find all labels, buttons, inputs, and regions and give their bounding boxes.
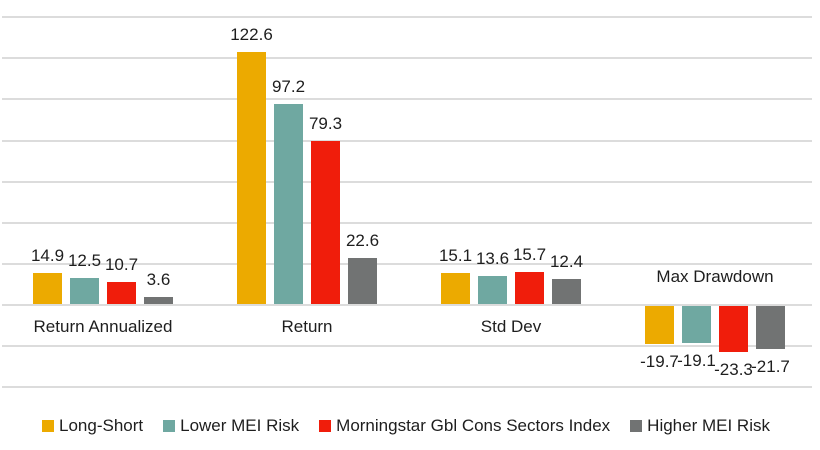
bar[interactable] <box>237 52 266 304</box>
legend-swatch <box>163 420 176 432</box>
gridline <box>2 386 812 388</box>
value-label: 12.4 <box>549 252 584 271</box>
gridline <box>2 57 812 59</box>
gridline <box>2 345 812 347</box>
value-label: 14.9 <box>30 246 65 265</box>
gridline <box>2 16 812 18</box>
bar[interactable] <box>311 141 340 304</box>
bar[interactable] <box>348 258 377 304</box>
value-label: 79.3 <box>308 114 343 133</box>
bar[interactable] <box>107 282 136 304</box>
value-label: 15.7 <box>512 245 547 264</box>
legend-swatch <box>42 420 54 432</box>
gridline <box>2 98 812 100</box>
value-label: -19.1 <box>677 351 716 370</box>
value-label: -19.7 <box>640 352 679 371</box>
legend-item[interactable]: Morningstar Gbl Cons Sectors Index <box>319 416 610 436</box>
legend-swatch <box>630 420 643 432</box>
gridline <box>2 304 812 306</box>
bar[interactable] <box>756 306 785 349</box>
bar[interactable] <box>144 297 173 304</box>
bar[interactable] <box>682 306 711 343</box>
gridline <box>2 222 812 224</box>
bar[interactable] <box>515 272 544 304</box>
category-label: Return <box>281 317 333 336</box>
value-label: -21.7 <box>751 357 790 376</box>
bar[interactable] <box>70 278 99 304</box>
legend: Long-Short Lower MEI Risk Morningstar Gbl … <box>42 416 770 436</box>
gridline <box>2 263 812 265</box>
legend-label: Morningstar Gbl Cons Sectors Index <box>336 416 611 435</box>
value-label: 13.6 <box>475 249 510 268</box>
bar[interactable] <box>33 273 62 304</box>
value-label: 3.6 <box>146 270 171 289</box>
legend-item[interactable]: Long-Short <box>42 416 143 436</box>
value-label: -23.3 <box>714 360 753 379</box>
value-label: 122.6 <box>230 25 273 44</box>
legend-label: Higher MEI Risk <box>647 416 770 435</box>
legend-item[interactable]: Lower MEI Risk <box>163 416 299 436</box>
bar[interactable] <box>719 306 748 352</box>
value-label: 12.5 <box>67 251 102 270</box>
category-label: Std Dev <box>480 317 542 336</box>
bar[interactable] <box>552 279 581 304</box>
legend-item[interactable]: Higher MEI Risk <box>630 416 770 436</box>
bar[interactable] <box>645 306 674 344</box>
bar[interactable] <box>274 104 303 304</box>
value-label: 97.2 <box>271 77 306 96</box>
gridline <box>2 181 812 183</box>
value-label: 22.6 <box>345 231 380 250</box>
bar[interactable] <box>478 276 507 304</box>
legend-label: Lower MEI Risk <box>180 416 300 435</box>
gridline <box>2 140 812 142</box>
legend-swatch <box>319 420 332 432</box>
bar[interactable] <box>441 273 470 304</box>
value-label: 10.7 <box>104 255 139 274</box>
category-label: Return Annualized <box>33 317 173 336</box>
value-label: 15.1 <box>438 246 473 265</box>
legend-label: Long-Short <box>59 416 144 435</box>
category-label: Max Drawdown <box>656 267 774 286</box>
